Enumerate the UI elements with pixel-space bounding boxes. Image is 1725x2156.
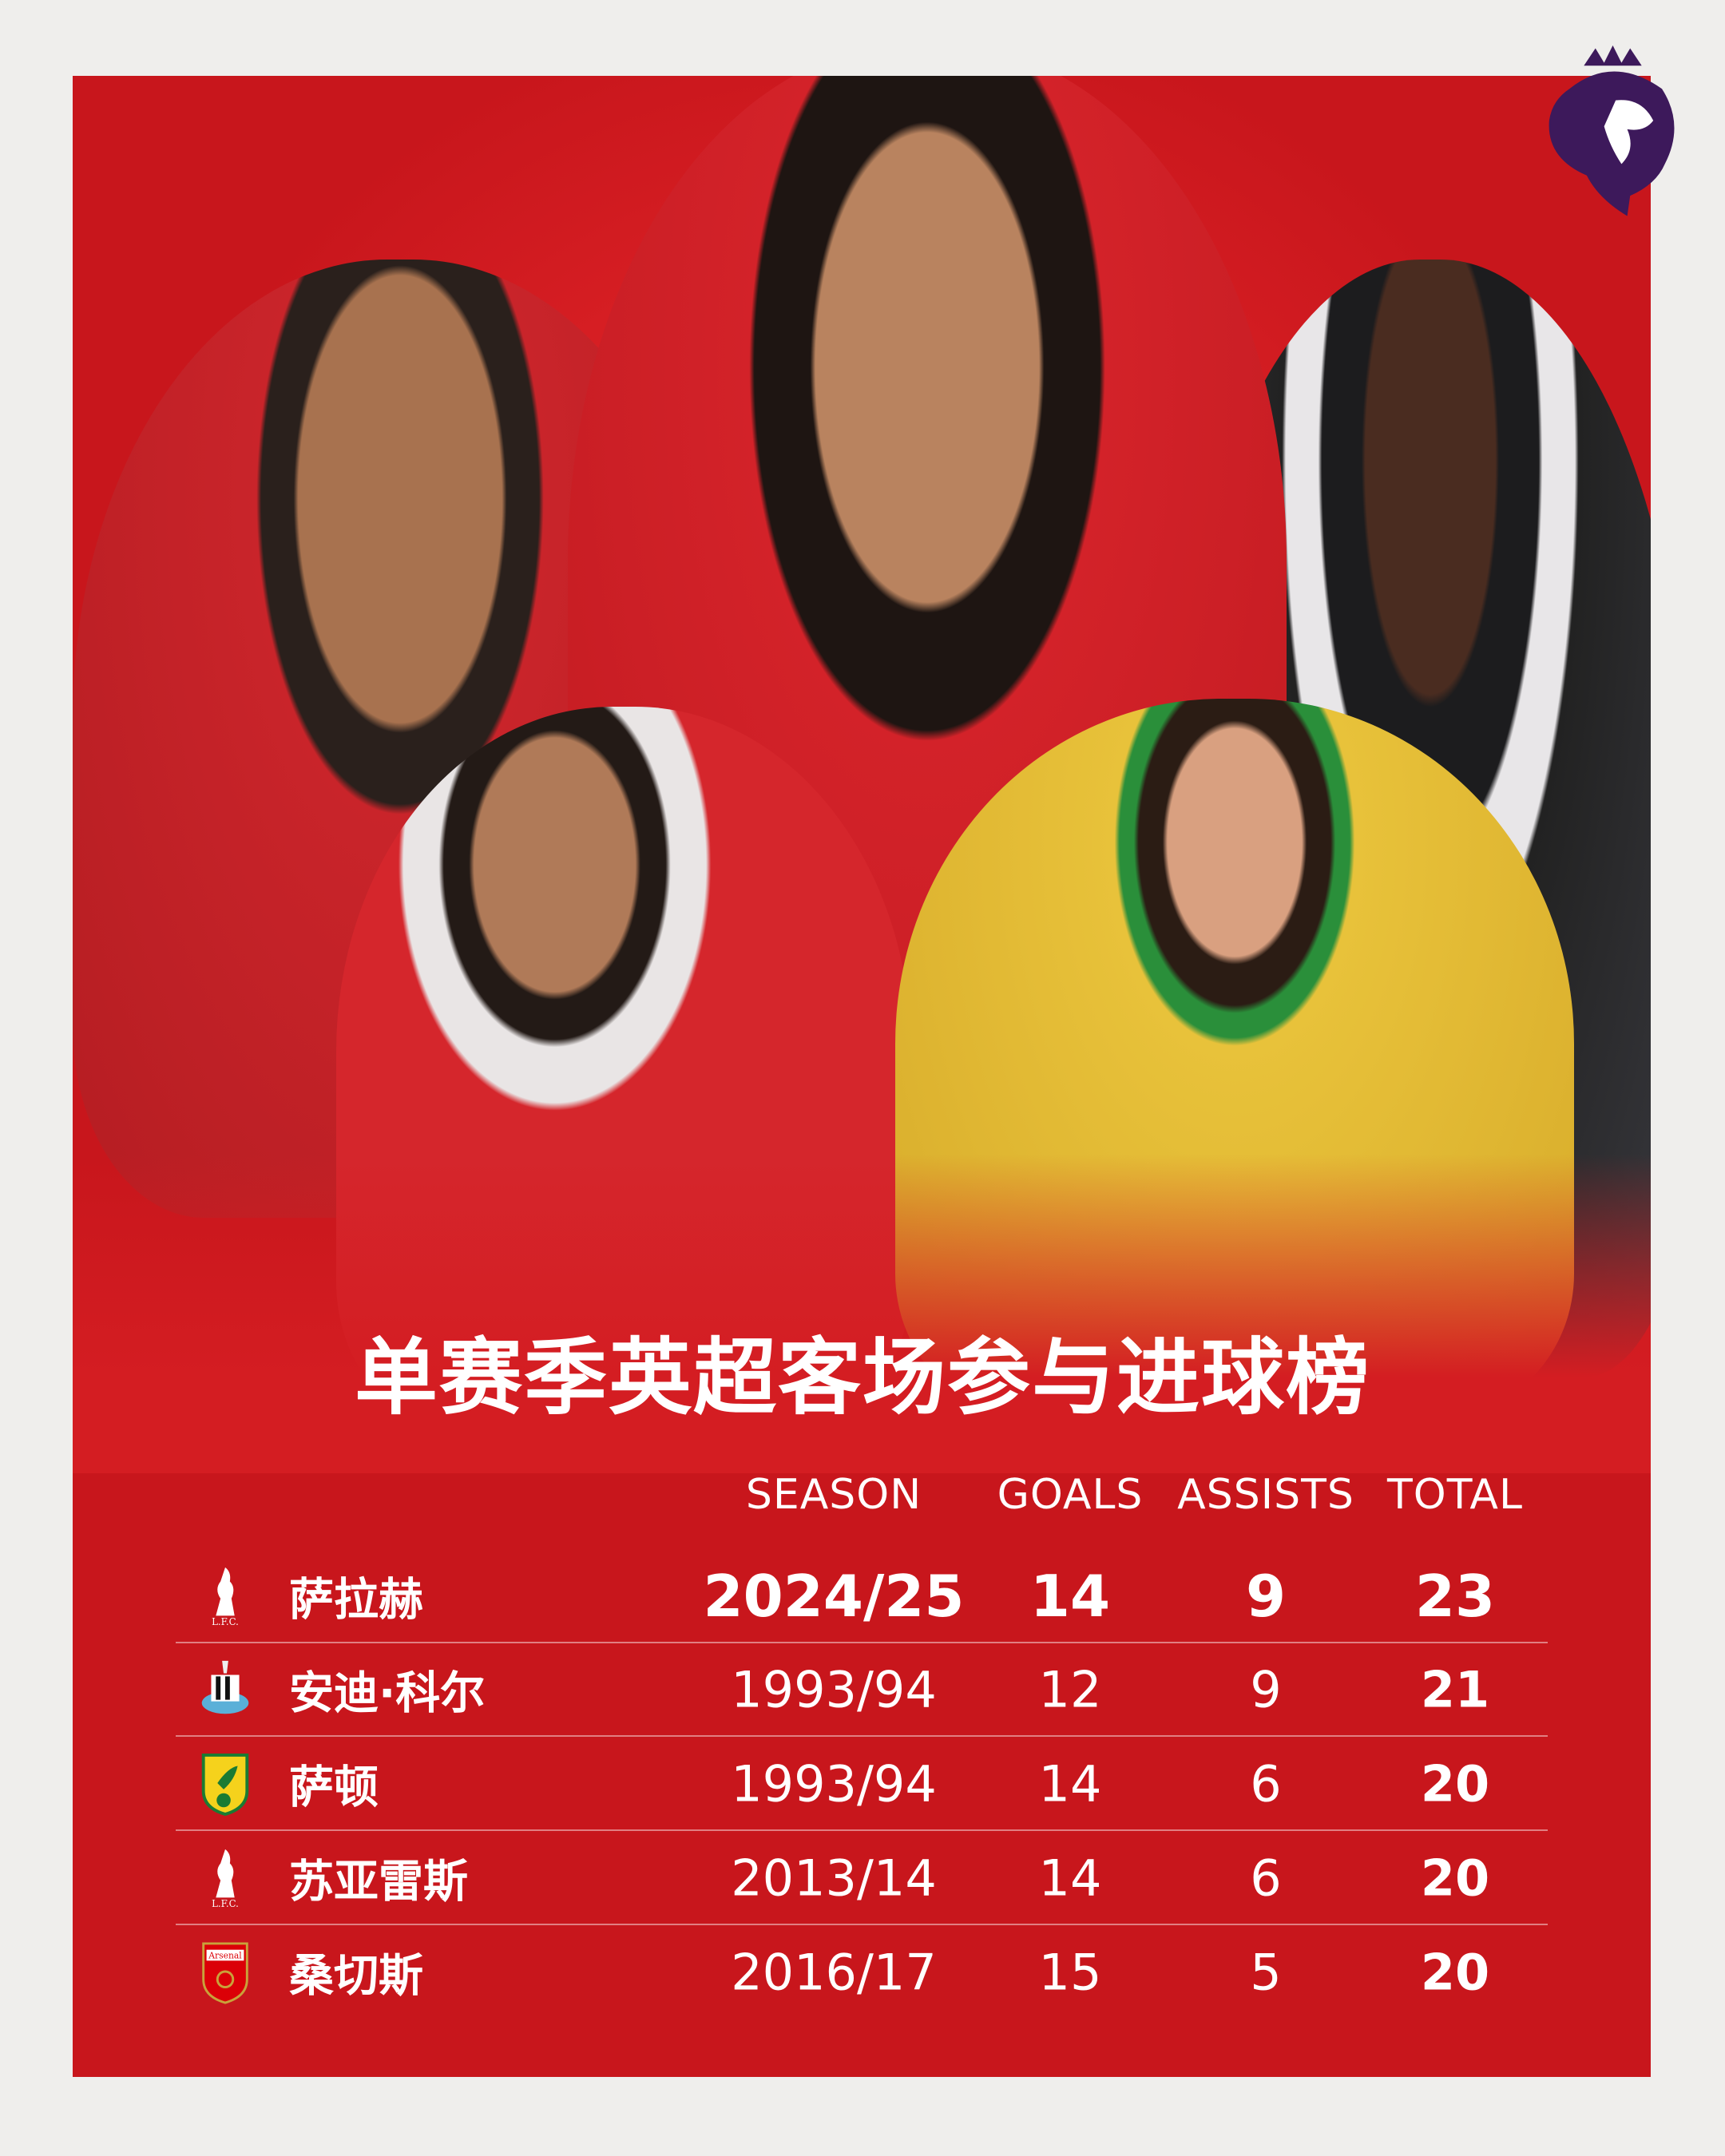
goals-cell: 14 xyxy=(1038,1754,1102,1813)
goals-cell: 15 xyxy=(1038,1943,1102,2002)
header-goals: GOALS xyxy=(997,1471,1144,1519)
player-name: 安迪·科尔 xyxy=(289,1667,486,1720)
player-name: 萨顿 xyxy=(289,1762,379,1814)
photo-fade xyxy=(73,1154,1651,1473)
svg-text:Arsenal: Arsenal xyxy=(208,1950,242,1960)
header-assists: ASSISTS xyxy=(1177,1471,1354,1519)
arsenal-badge-icon: Arsenal xyxy=(202,1942,248,2004)
total-cell: 20 xyxy=(1420,1754,1490,1813)
newcastle-badge-icon xyxy=(201,1660,249,1714)
table-row: Arsenal 桑切斯 2016/17 15 5 20 xyxy=(176,1925,1548,2019)
liverpool-badge-icon: L.F.C. xyxy=(212,1567,239,1627)
row-divider xyxy=(176,1642,1548,1643)
table-row: 安迪·科尔 1993/94 12 9 21 xyxy=(176,1643,1548,1737)
assists-cell: 5 xyxy=(1250,1943,1282,2002)
season-cell: 1993/94 xyxy=(731,1660,937,1719)
total-cell: 21 xyxy=(1420,1660,1490,1719)
total-cell: 20 xyxy=(1420,1943,1490,2002)
row-divider xyxy=(176,1735,1548,1737)
season-cell: 1993/94 xyxy=(731,1754,937,1813)
page-title: 单赛季英超客场参与进球榜 xyxy=(354,1329,1370,1426)
assists-cell: 6 xyxy=(1250,1849,1282,1908)
total-cell: 20 xyxy=(1420,1849,1490,1908)
row-divider xyxy=(176,1829,1548,1831)
row-divider xyxy=(176,1924,1548,1925)
svg-text:L.F.C.: L.F.C. xyxy=(212,1616,239,1627)
norwich-badge-icon xyxy=(201,1753,249,1816)
player-name: 桑切斯 xyxy=(289,1950,423,2003)
goals-cell: 14 xyxy=(1038,1849,1102,1908)
header-season: SEASON xyxy=(745,1471,922,1519)
season-cell: 2024/25 xyxy=(703,1563,965,1630)
total-cell: 23 xyxy=(1414,1563,1496,1630)
svg-text:L.F.C.: L.F.C. xyxy=(212,1898,239,1909)
liverpool-badge-icon: L.F.C. xyxy=(212,1849,239,1909)
assists-cell: 6 xyxy=(1250,1754,1282,1813)
player-name: 萨拉赫 xyxy=(289,1574,423,1627)
assists-cell: 9 xyxy=(1245,1563,1287,1630)
table-row: 萨顿 1993/94 14 6 20 xyxy=(176,1737,1548,1831)
table-row: L.F.C. 萨拉赫 2024/25 14 9 23 xyxy=(176,1549,1548,1643)
season-cell: 2016/17 xyxy=(731,1943,937,2002)
assists-cell: 9 xyxy=(1250,1660,1282,1719)
goals-cell: 12 xyxy=(1038,1660,1102,1719)
season-cell: 2013/14 xyxy=(731,1849,937,1908)
premier-league-lion-logo xyxy=(1549,45,1675,216)
header-total: TOTAL xyxy=(1387,1471,1523,1519)
table-row: L.F.C. 苏亚雷斯 2013/14 14 6 20 xyxy=(176,1831,1548,1925)
poster-panel xyxy=(73,76,1651,2077)
goals-cell: 14 xyxy=(1029,1563,1111,1630)
player-name: 苏亚雷斯 xyxy=(289,1856,468,1908)
